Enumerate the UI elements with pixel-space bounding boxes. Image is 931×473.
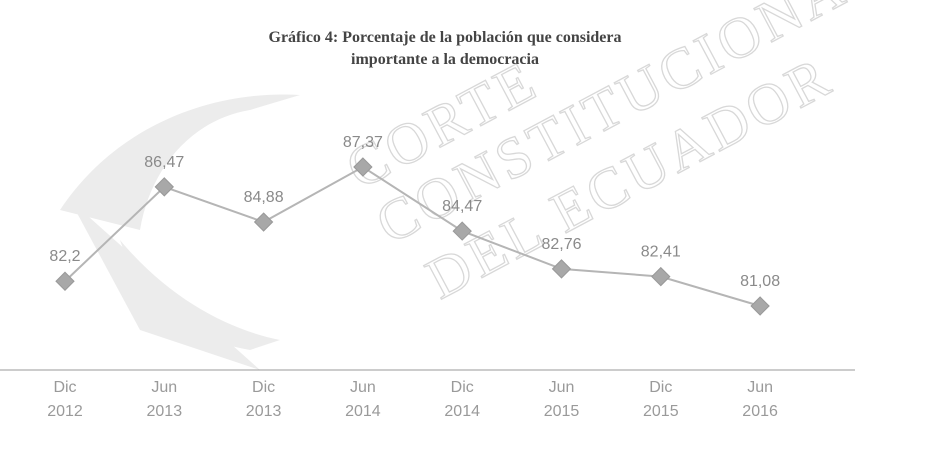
data-label: 84,88 [244,189,284,206]
data-label: 87,37 [343,134,383,151]
data-label: 84,47 [442,198,482,215]
x-tick-label: 2014 [345,403,381,420]
data-label: 81,08 [740,273,780,290]
chart-title: importante a la democracia [351,51,539,68]
data-label: 82,2 [49,248,80,265]
x-tick-label: 2015 [643,403,679,420]
line [64,165,761,307]
x-tick-label: 2013 [147,403,183,420]
marker [154,177,175,197]
x-tick-label: Dic [451,379,474,396]
x-tick-label: 2014 [444,403,480,420]
marker [55,271,75,291]
x-tick-label: 2012 [47,403,83,420]
watermark-logo [60,94,300,371]
chart-title: Gráfico 4: Porcentaje de la población qu… [269,29,622,46]
x-tick-label: Dic [53,379,76,396]
data-label: 82,41 [641,244,681,261]
x-tick-label: Dic [649,379,672,396]
marker [253,212,274,232]
x-tick-label: Dic [252,379,275,396]
x-tick-label: Jun [350,379,376,396]
marker [750,296,770,316]
marker [353,157,373,177]
x-tick-label: 2013 [246,403,282,420]
data-label: 82,76 [541,236,581,253]
x-tick-label: Jun [549,379,575,396]
marker [452,221,472,241]
marker [551,259,572,279]
x-tick-label: 2015 [544,403,580,420]
data-label: 86,47 [144,154,184,171]
x-tick-label: Jun [151,379,177,396]
x-tick-label: Jun [747,379,773,396]
marker [651,266,671,287]
x-tick-label: 2016 [742,403,778,420]
